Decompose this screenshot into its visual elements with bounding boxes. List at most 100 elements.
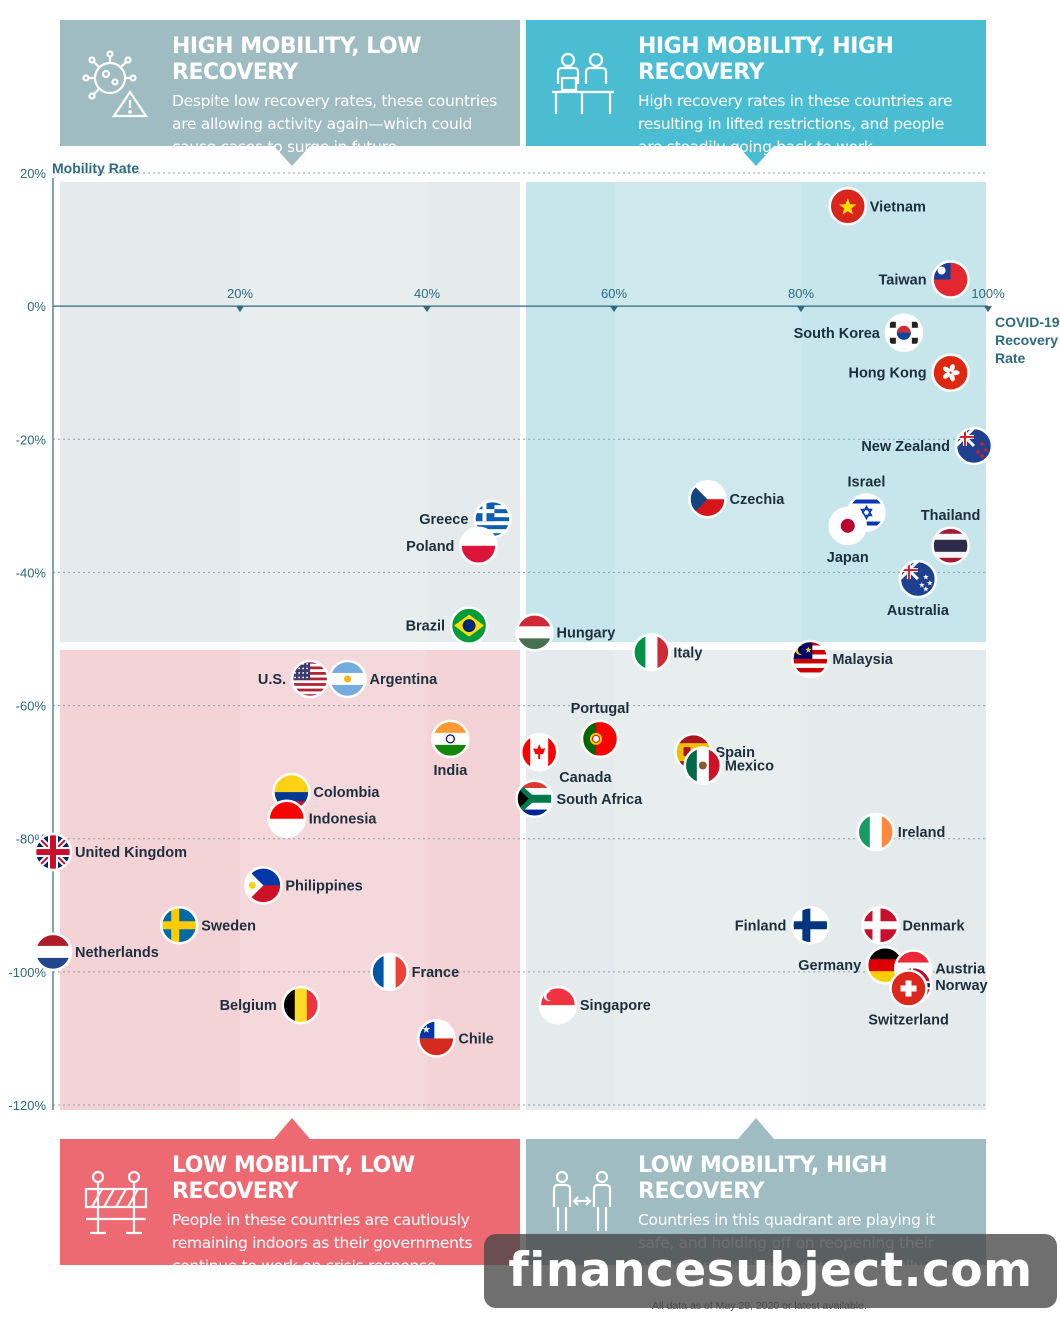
quadrant-description: Despite low recovery rates, these countr… (172, 92, 497, 156)
x-tick-label: 40% (414, 286, 440, 301)
canada-flag-icon (521, 734, 558, 771)
point-label: Taiwan (879, 273, 927, 289)
point-label: Netherlands (75, 945, 159, 961)
point-us: U.S. (258, 659, 330, 699)
point-label: India (433, 763, 468, 779)
point-hungary: Hungary (515, 613, 616, 652)
point-label: Colombia (313, 785, 380, 801)
x-axis-label: COVID-19 Recovery Rate (995, 314, 1060, 366)
point-label: Argentina (370, 672, 439, 688)
point-label: Philippines (285, 878, 362, 894)
point-label: Chile (458, 1031, 493, 1047)
point-label: Spain (715, 745, 754, 761)
chile-flag-icon (418, 1020, 455, 1057)
point-uk: United Kingdom (33, 832, 187, 872)
x-tick-marker (610, 306, 618, 313)
x-tick-label: 100% (971, 286, 1005, 301)
point-label: Brazil (406, 619, 446, 635)
point-belgium: Belgium (220, 985, 321, 1025)
point-brazil: Brazil (406, 606, 489, 645)
x-tick-label: 80% (788, 286, 814, 301)
point-singapore: Singapore (538, 985, 651, 1025)
thailand-flag-icon (932, 527, 969, 564)
point-label: Finland (735, 918, 787, 934)
quadrant-title: HIGH MOBILITY, LOW RECOVERY (172, 34, 422, 85)
point-label: Czechia (730, 492, 786, 508)
y-tick-label: -40% (16, 565, 47, 580)
point-portugal: Portugal (571, 701, 629, 759)
point-label: Poland (406, 539, 454, 555)
point-india: India (431, 719, 470, 779)
point-label: Italy (673, 645, 702, 661)
point-denmark: Denmark (861, 906, 965, 945)
quadrant-box-low-mobility-low-recovery: LOW MOBILITY, LOW RECOVERY People in the… (60, 1139, 520, 1275)
x-tick-label: 20% (227, 286, 253, 301)
south-africa-flag-icon (516, 780, 553, 817)
point-france: France (370, 952, 460, 992)
point-label: New Zealand (861, 439, 950, 455)
us-flag-icon (292, 660, 329, 697)
point-label: Singapore (580, 998, 651, 1014)
roadblock-icon (82, 1167, 152, 1237)
point-vietnam: Vietnam (828, 187, 926, 226)
point-czechia: Czechia (688, 479, 786, 519)
pointer-tl (274, 146, 310, 166)
czechia-flag-icon (689, 481, 726, 518)
social-distance-icon (548, 1167, 618, 1237)
point-label: Switzerland (868, 1013, 949, 1029)
point-greece: Greece (419, 499, 512, 539)
y-tick-label: 0% (27, 299, 46, 314)
point-label: Israel (847, 475, 885, 491)
point-philippines: Philippines (244, 866, 363, 905)
point-label: Indonesia (309, 812, 378, 828)
point-sweden: Sweden (159, 906, 256, 945)
y-axis-label: Mobility Rate (52, 160, 139, 176)
quadrant-title: HIGH MOBILITY, HIGH RECOVERY (638, 34, 894, 85)
pointer-br (738, 1118, 774, 1139)
point-label: Austria (935, 962, 986, 978)
point-label: Norway (935, 978, 987, 994)
point-mexico: Mexico (683, 746, 774, 785)
point-label: South Korea (794, 326, 881, 342)
x-tick-marker (797, 306, 805, 313)
point-finland: Finland (735, 906, 830, 945)
y-tick-label: 20% (20, 166, 46, 181)
point-label: Belgium (220, 998, 277, 1014)
point-ireland: Ireland (856, 812, 945, 852)
point-label: Hungary (557, 625, 616, 641)
point-label: Thailand (921, 508, 981, 524)
malaysia-flag-icon (792, 640, 829, 677)
point-label: South Africa (557, 792, 644, 808)
y-tick-label: -60% (16, 699, 47, 714)
point-label: Canada (559, 770, 612, 786)
point-label: U.S. (258, 672, 286, 688)
y-tick-label: -120% (8, 1098, 46, 1113)
point-thailand: Thailand (921, 508, 981, 566)
quadrant-box-high-mobility-high-recovery: HIGH MOBILITY, HIGH RECOVERY High recove… (526, 20, 986, 156)
point-south-korea: South Korea (794, 313, 924, 353)
watermark: financesubject.com (484, 1234, 1057, 1308)
point-japan: Japan (827, 506, 869, 566)
y-tick-label: -100% (8, 965, 46, 980)
point-new-zealand: New Zealand (861, 426, 994, 466)
point-label: Mexico (725, 758, 774, 774)
point-argentina: Argentina (328, 659, 439, 699)
quadrant-title: LOW MOBILITY, HIGH RECOVERY (638, 1153, 888, 1204)
x-tick-marker (236, 306, 244, 313)
pointer-tr (738, 146, 774, 166)
quadrant-box-high-mobility-low-recovery: HIGH MOBILITY, LOW RECOVERY Despite low … (60, 20, 520, 156)
point-label: France (412, 965, 460, 981)
point-label: Vietnam (870, 199, 926, 215)
pointer-bl (274, 1118, 310, 1139)
point-label: Sweden (201, 918, 256, 934)
point-label: United Kingdom (75, 845, 187, 861)
quadrant-description: People in these countries are cautiously… (172, 1211, 473, 1275)
point-south-africa: South Africa (515, 779, 644, 819)
point-poland: Poland (406, 526, 498, 566)
point-label: Malaysia (832, 652, 893, 668)
point-label: Denmark (902, 918, 965, 934)
philippines-flag-icon (245, 867, 282, 904)
point-label: Germany (798, 958, 861, 974)
x-tick-label: 60% (601, 286, 627, 301)
poland-flag-icon (460, 527, 497, 564)
